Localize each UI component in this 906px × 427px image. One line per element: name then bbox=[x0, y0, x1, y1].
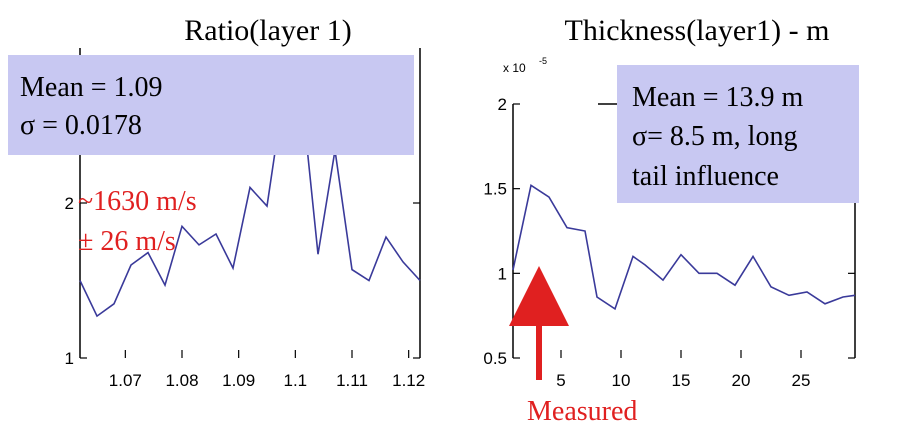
chart-ratio: Ratio(layer 1) 1 2 1.07 1.08 1.09 1.1 1.11 1.12… bbox=[8, 14, 425, 390]
y-tick-label: 2 bbox=[65, 194, 74, 213]
stats-tail-thickness: tail influence bbox=[632, 161, 779, 192]
chart-title-thickness: Thickness(layer1) - m bbox=[565, 14, 830, 47]
x-tick-label: 1.1 bbox=[284, 371, 308, 390]
x-tick-label: 15 bbox=[672, 371, 691, 390]
stats-mean-thickness: Mean = 13.9 m bbox=[632, 82, 804, 113]
velocity-uncertainty: ± 26 m/s bbox=[78, 226, 176, 257]
y-exponent-power: -5 bbox=[539, 56, 547, 66]
chart-title-ratio: Ratio(layer 1) bbox=[184, 14, 351, 47]
axes-ratio: 1 2 1.07 1.08 1.09 1.1 1.11 1.12 bbox=[65, 48, 425, 390]
stats-box-thickness bbox=[617, 65, 859, 203]
y-tick-label: 1 bbox=[498, 264, 507, 283]
stats-box-ratio bbox=[8, 55, 414, 155]
x-tick-label: 10 bbox=[612, 371, 631, 390]
stats-sigma-ratio: σ = 0.0178 bbox=[20, 110, 142, 141]
y-exponent: x 10 bbox=[503, 61, 526, 75]
x-tick-label: 5 bbox=[556, 371, 565, 390]
stats-sigma-thickness: σ= 8.5 m, long bbox=[632, 121, 797, 152]
x-tick-label: 20 bbox=[732, 371, 751, 390]
x-tick-label: 1.07 bbox=[109, 371, 142, 390]
x-tick-label: 1.12 bbox=[392, 371, 425, 390]
x-tick-label: 1.09 bbox=[222, 371, 255, 390]
stats-mean-ratio: Mean = 1.09 bbox=[20, 72, 163, 103]
velocity-annotation: ~1630 m/s bbox=[78, 186, 197, 217]
y-tick-label: 2 bbox=[498, 95, 507, 114]
y-tick-label: 1 bbox=[65, 349, 74, 368]
x-tick-label: 25 bbox=[792, 371, 811, 390]
series-line bbox=[512, 183, 856, 311]
chart-thickness: Thickness(layer1) - m 0.511.525 10 15 20 25 … bbox=[483, 14, 859, 427]
x-tick-label: 1.08 bbox=[165, 371, 198, 390]
series-line bbox=[79, 87, 421, 318]
measured-label: Measured bbox=[527, 396, 637, 427]
y-tick-label: 1.5 bbox=[483, 180, 507, 199]
x-tick-label: 1.11 bbox=[336, 371, 368, 390]
y-tick-label: 0.5 bbox=[483, 349, 507, 368]
